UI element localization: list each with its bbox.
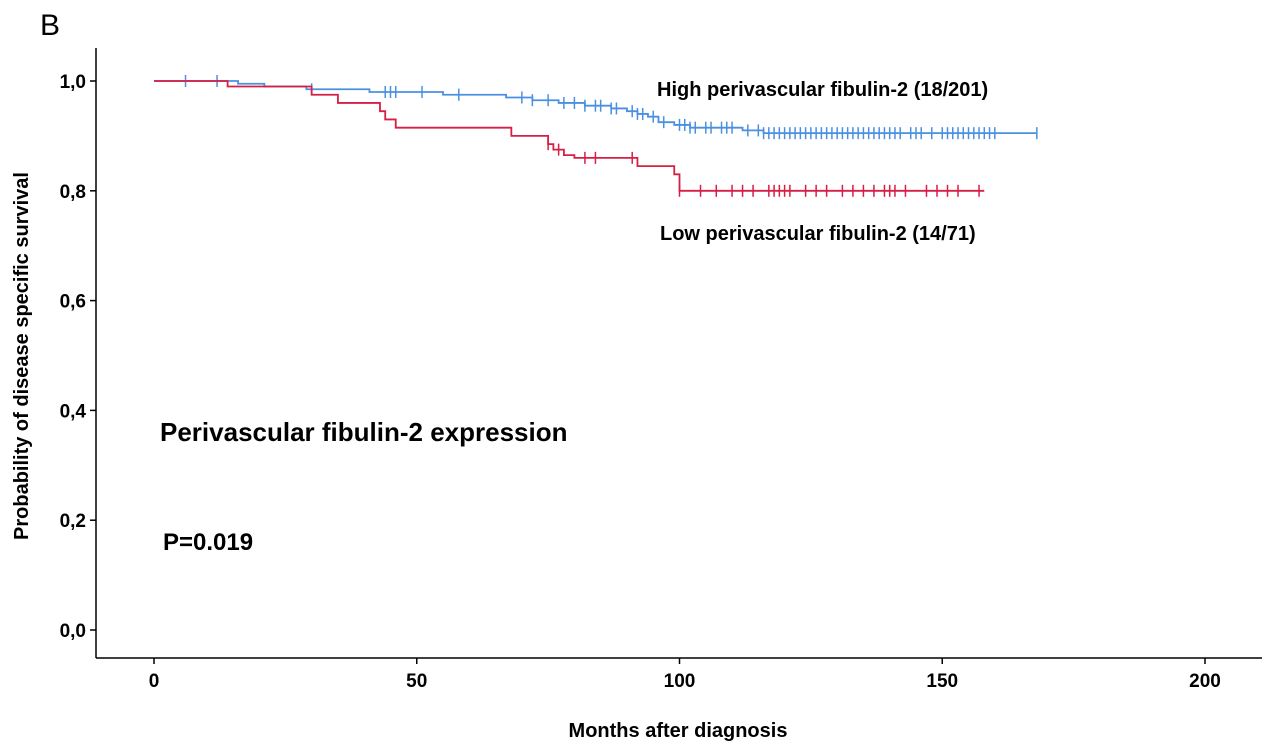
y-axis-label: Probability of disease specific survival <box>11 172 33 540</box>
legend-label-low: Low perivascular fibulin-2 (14/71) <box>660 223 976 245</box>
y-tick-label: 0,4 <box>60 401 87 422</box>
x-tick-label: 0 <box>149 671 160 692</box>
x-tick-label: 150 <box>926 671 958 692</box>
survival-curve-low <box>154 80 985 192</box>
panel-letter: B <box>40 9 60 42</box>
y-tick-label: 0,2 <box>60 511 86 532</box>
x-axis-ticks: 0 50 100 150 200 <box>149 658 1221 692</box>
survival-curve-high <box>154 80 1037 135</box>
annotation-pvalue: P=0.019 <box>163 529 253 556</box>
legend-label-high: High perivascular fibulin-2 (18/201) <box>657 79 988 101</box>
x-tick-label: 50 <box>406 671 427 692</box>
x-tick-label: 200 <box>1189 671 1221 692</box>
y-tick-label: 0,8 <box>60 182 86 203</box>
series-layer <box>154 75 1038 197</box>
y-tick-label: 0,6 <box>60 292 86 313</box>
y-tick-label: 1,0 <box>60 72 86 93</box>
y-axis-ticks: 0,0 0,2 0,4 0,6 0,8 1,0 <box>60 72 96 642</box>
x-axis-label: Months after diagnosis <box>569 720 788 742</box>
annotation-title: Perivascular fibulin-2 expression <box>160 417 568 447</box>
y-tick-label: 0,0 <box>60 621 86 642</box>
x-tick-label: 100 <box>664 671 696 692</box>
